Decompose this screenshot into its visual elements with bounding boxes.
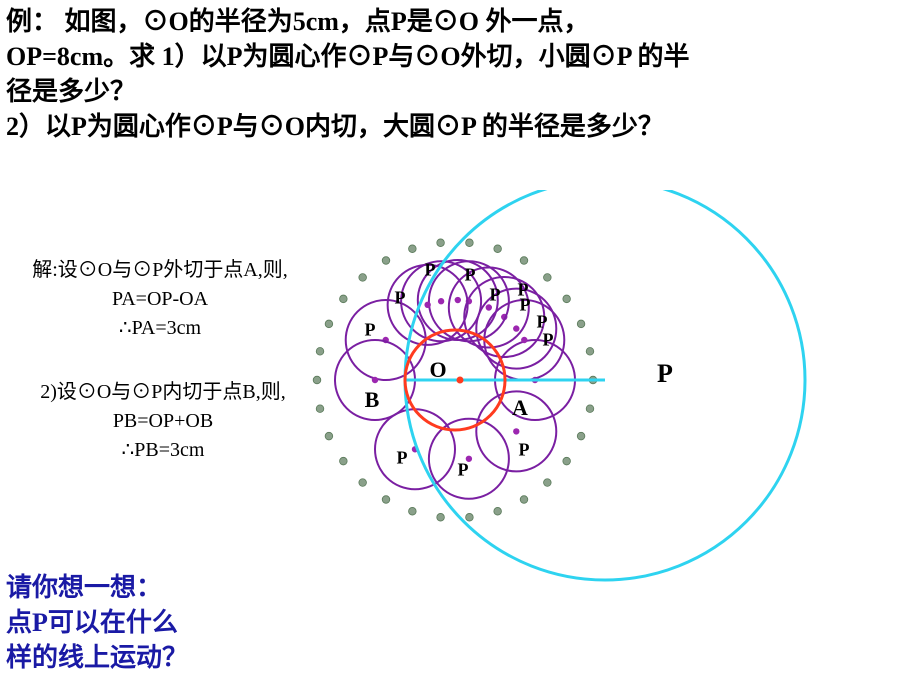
problem-line-1: 例： 如图，⊙O的半径为5cm，点P是⊙O 外一点， xyxy=(6,7,590,36)
label-P-small-8: P xyxy=(490,285,501,306)
problem-line-2: OP=8cm。求 1）以P为圆心作⊙P与⊙O外切，小圆⊙P 的半 xyxy=(6,42,690,71)
label-P-small-7: P xyxy=(518,280,529,301)
label-P-small-4: P xyxy=(543,330,554,351)
geometry-diagram: OABPPPPPPPPPPPPP xyxy=(300,190,920,610)
label-P-small-11: P xyxy=(395,288,406,309)
label-P-small-10: P xyxy=(425,260,436,281)
sol1-line-1: 解:设⊙O与⊙P外切于点A,则, xyxy=(32,259,288,281)
problem-line-4: 2）以P为圆心作⊙P与⊙O内切，大圆⊙P 的半径是多少？ xyxy=(6,112,664,141)
sol2-line-3: ∴PB=3cm xyxy=(122,439,205,461)
label-B: B xyxy=(365,387,380,413)
label-P-small-3: P xyxy=(519,440,530,461)
label-A: A xyxy=(512,395,528,421)
label-P-small-2: P xyxy=(458,460,469,481)
think-line-1: 请你想一想： xyxy=(6,573,162,602)
problem-statement: 例： 如图，⊙O的半径为5cm，点P是⊙O 外一点， OP=8cm。求 1）以P… xyxy=(6,4,690,144)
diagram-svg xyxy=(300,190,920,610)
solution-part-2: 2)设⊙O与⊙P内切于点B,则, PB=OP+OB ∴PB=3cm xyxy=(28,378,298,465)
think-line-3: 样的线上运动？ xyxy=(6,643,188,672)
label-O: O xyxy=(429,357,446,383)
label-P-big: P xyxy=(657,359,673,389)
think-prompt: 请你想一想： 点P可以在什么 样的线上运动？ xyxy=(6,570,188,675)
label-P-small-5: P xyxy=(537,312,548,333)
sol2-line-2: PB=OP+OB xyxy=(113,410,213,432)
label-P-small-1: P xyxy=(397,448,408,469)
sol1-line-3: ∴PA=3cm xyxy=(119,317,201,339)
sol2-line-1: 2)设⊙O与⊙P内切于点B,则, xyxy=(40,381,286,403)
think-line-2: 点P可以在什么 xyxy=(6,608,178,637)
label-P-small-9: P xyxy=(465,265,476,286)
problem-line-3: 径是多少？ xyxy=(6,77,136,106)
solution-part-1: 解:设⊙O与⊙P外切于点A,则, PA=OP-OA ∴PA=3cm xyxy=(20,256,300,343)
label-P-small-0: P xyxy=(365,320,376,341)
sol1-line-2: PA=OP-OA xyxy=(112,288,208,310)
